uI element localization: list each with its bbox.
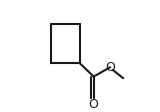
Text: O: O — [105, 61, 115, 74]
Text: O: O — [89, 98, 99, 111]
